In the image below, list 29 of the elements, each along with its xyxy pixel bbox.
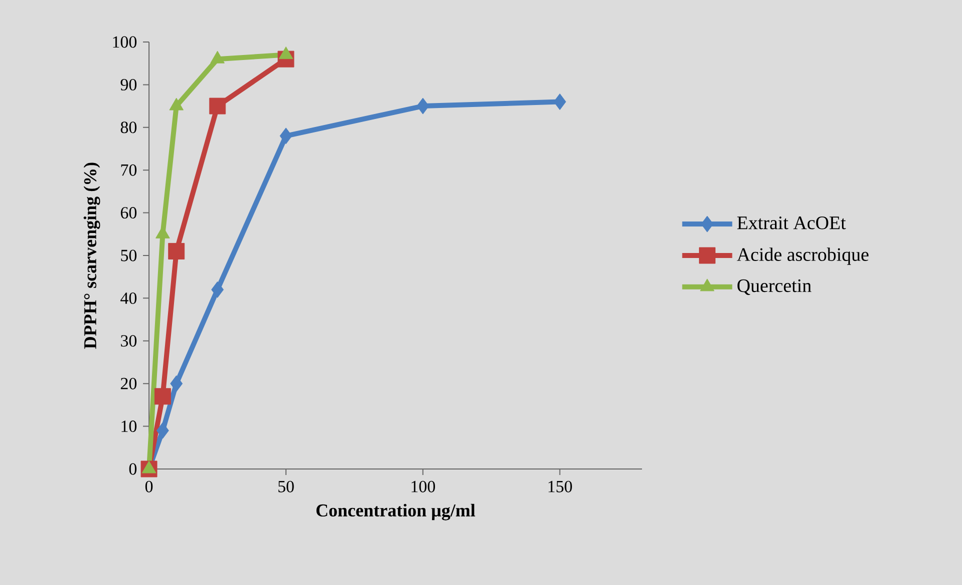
x-axis-title: Concentration µg/ml bbox=[316, 504, 476, 520]
x-tick-label: 50 bbox=[278, 480, 294, 492]
y-tick-label: 40 bbox=[120, 292, 136, 304]
y-tick-label: 20 bbox=[120, 378, 136, 390]
y-tick-label: 100 bbox=[113, 36, 136, 48]
point bbox=[154, 388, 171, 405]
legend-label: Extrait AcOEt bbox=[737, 216, 846, 230]
legend-label: Quercetin bbox=[737, 279, 812, 296]
point bbox=[211, 281, 224, 298]
point bbox=[416, 98, 430, 114]
y-tick-label: 60 bbox=[120, 207, 136, 219]
point bbox=[280, 128, 292, 144]
x-tick-label: 0 bbox=[145, 480, 153, 492]
point bbox=[168, 242, 185, 260]
y-axis-title: DPPH° scarvenging (%) bbox=[84, 162, 100, 349]
y-tick-label: 10 bbox=[122, 420, 136, 432]
x-tick-label: 100 bbox=[412, 480, 435, 492]
x-tick-label: 150 bbox=[548, 480, 572, 492]
y-tick-label: 30 bbox=[120, 335, 136, 347]
point bbox=[156, 422, 169, 439]
point bbox=[170, 375, 183, 392]
point bbox=[554, 94, 566, 110]
y-tick-label: 50 bbox=[121, 250, 136, 262]
point bbox=[209, 98, 226, 114]
legend-label: Acide ascrobique bbox=[736, 248, 868, 265]
y-tick-label: 80 bbox=[120, 122, 136, 134]
y-tick-label: 70 bbox=[121, 164, 136, 176]
y-tick-label: 0 bbox=[129, 463, 136, 475]
y-tick-label: 90 bbox=[120, 78, 136, 90]
